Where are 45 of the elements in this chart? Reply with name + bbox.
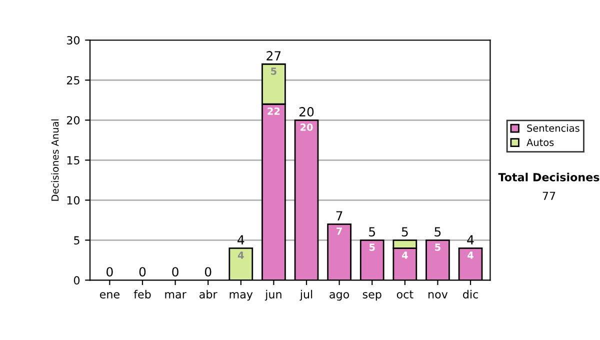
x-tick-label: jun: [264, 290, 282, 301]
y-tick-label: 10: [67, 196, 80, 205]
x-tick-label: mar: [165, 292, 186, 298]
data-label: 4: [238, 252, 244, 259]
total-label: 20: [299, 107, 314, 117]
y-tick-label: 5: [74, 236, 80, 245]
x-tick-label: sep: [362, 292, 382, 301]
total-label: 0: [139, 267, 146, 277]
x-tick-label: feb: [134, 290, 151, 298]
total-label: 5: [434, 227, 441, 237]
total-label: 4: [467, 235, 474, 244]
total-label: 0: [106, 267, 113, 277]
y-tick-label: 25: [66, 76, 80, 85]
data-label: 5: [271, 68, 276, 75]
x-tick-label: nov: [428, 292, 448, 298]
total-label: 0: [204, 267, 212, 277]
total-label: 0: [172, 267, 178, 277]
y-tick-label: 15: [67, 156, 80, 165]
data-label: 4: [468, 252, 474, 259]
y-tick-label: 0: [74, 276, 80, 285]
x-tick-label: oct: [396, 290, 414, 298]
data-label: 22: [268, 108, 280, 115]
y-tick-label: 20: [66, 116, 80, 125]
x-tick-label: dic: [463, 290, 478, 298]
data-label: 4: [402, 252, 408, 259]
x-tick-label: jul: [300, 290, 312, 301]
x-tick-label: may: [230, 292, 253, 301]
total-label: 4: [238, 235, 244, 244]
legend-label: Autos: [526, 138, 554, 146]
x-tick-label: abr: [200, 290, 218, 298]
data-label: 5: [435, 244, 440, 251]
x-tick-label: ago: [330, 292, 350, 301]
data-label: 7: [336, 228, 342, 235]
data-label: 20: [300, 124, 313, 131]
total-label: 5: [402, 227, 408, 237]
legend-label: Sentencias: [527, 124, 580, 132]
total-label: 7: [336, 211, 342, 220]
total-label: 27: [266, 51, 281, 60]
text: Total Decisiones: [498, 172, 600, 182]
x-tick-label: ene: [100, 292, 120, 298]
y-axis-title: Decisiones Anual: [51, 119, 59, 201]
text: 77: [542, 192, 556, 200]
data-label: 5: [369, 244, 375, 251]
total-label: 5: [369, 227, 375, 237]
y-tick-label: 30: [66, 36, 80, 44]
